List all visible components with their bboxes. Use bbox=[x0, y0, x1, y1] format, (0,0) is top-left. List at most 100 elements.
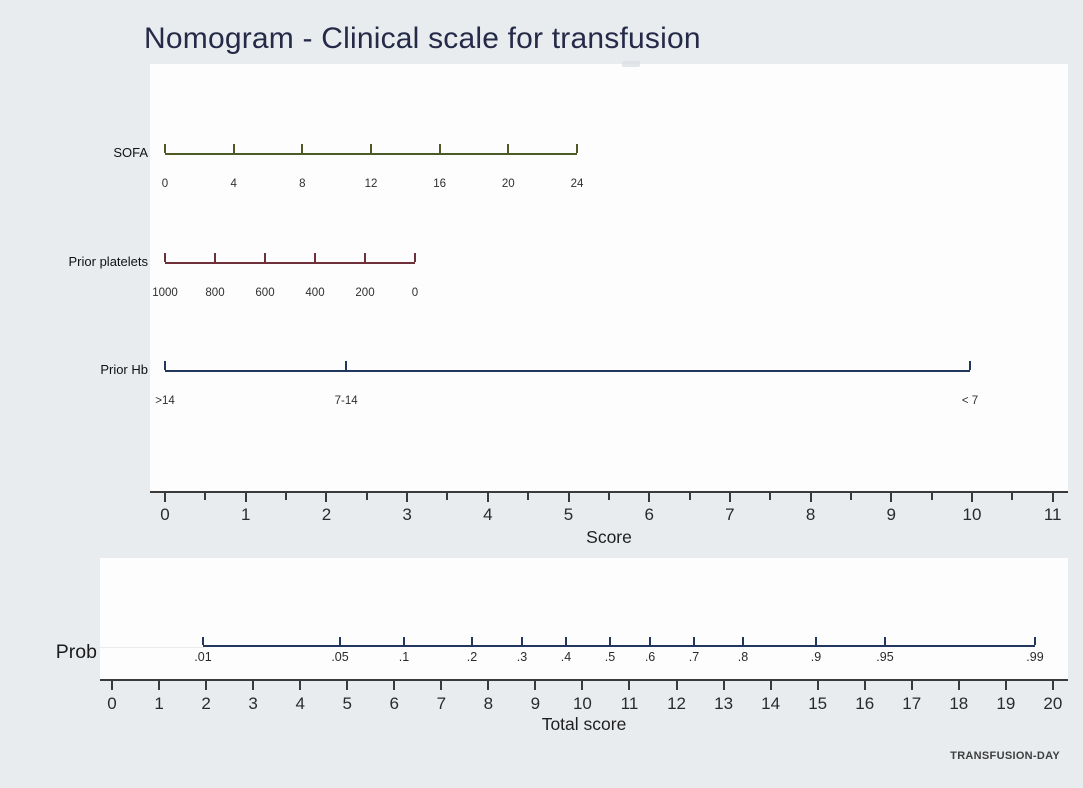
tick-mark bbox=[609, 637, 611, 645]
tick-label: .6 bbox=[644, 650, 656, 664]
tick-mark bbox=[1011, 493, 1014, 500]
tick-mark bbox=[204, 493, 207, 500]
tick-label: .99 bbox=[1026, 650, 1044, 664]
tick-mark bbox=[1004, 681, 1007, 690]
tick-label: 3 bbox=[402, 505, 412, 524]
tick-mark bbox=[883, 637, 886, 645]
tick-mark bbox=[507, 144, 510, 153]
tick-mark bbox=[214, 253, 216, 262]
tick-label: 8 bbox=[299, 178, 306, 190]
tick-label: 7-14 bbox=[334, 395, 358, 407]
tick-label: 9 bbox=[530, 694, 541, 713]
tick-mark bbox=[438, 144, 441, 153]
cropped-text-remnant bbox=[622, 61, 640, 67]
total-score-axis-title: Total score bbox=[541, 714, 627, 734]
tick-mark bbox=[252, 681, 255, 690]
tick-label: 24 bbox=[570, 178, 584, 190]
tick-mark bbox=[370, 144, 372, 153]
tick-mark bbox=[863, 681, 866, 690]
tick-label: >14 bbox=[155, 395, 175, 407]
tick-mark bbox=[393, 681, 396, 690]
probability-panel bbox=[100, 558, 1068, 681]
tick-mark bbox=[534, 681, 537, 690]
tick-mark bbox=[567, 493, 570, 502]
tick-label: 18 bbox=[949, 694, 969, 713]
tick-label: 8 bbox=[805, 505, 816, 524]
tick-mark bbox=[957, 681, 960, 690]
tick-mark bbox=[675, 681, 678, 690]
tick-label: 7 bbox=[436, 694, 447, 713]
tick-mark bbox=[769, 681, 772, 690]
tick-mark bbox=[648, 493, 651, 502]
tick-label: 12 bbox=[667, 694, 686, 713]
tick-label: 20 bbox=[501, 178, 515, 190]
tick-mark bbox=[520, 637, 523, 645]
tick-label: 800 bbox=[205, 287, 225, 299]
tick-mark bbox=[314, 253, 316, 262]
tick-label: 10 bbox=[572, 694, 592, 713]
tick-mark bbox=[244, 493, 247, 502]
tick-mark bbox=[158, 681, 161, 690]
tick-label: 0 bbox=[161, 178, 169, 190]
tick-mark bbox=[581, 681, 584, 690]
tick-label: 12 bbox=[364, 178, 378, 190]
tick-mark bbox=[728, 493, 731, 502]
tick-mark bbox=[164, 144, 166, 153]
tick-mark bbox=[325, 493, 328, 502]
tick-label: .8 bbox=[737, 650, 749, 664]
tick-mark bbox=[205, 681, 208, 690]
tick-mark bbox=[163, 493, 166, 502]
tick-label: 9 bbox=[886, 505, 897, 524]
tick-mark bbox=[403, 637, 405, 645]
tick-label: .5 bbox=[604, 650, 616, 664]
tick-label: 5 bbox=[563, 505, 574, 524]
tick-label: .01 bbox=[194, 650, 212, 664]
prob-baseline-faint bbox=[100, 647, 204, 648]
tick-mark bbox=[565, 637, 567, 645]
tick-mark bbox=[769, 493, 772, 500]
tick-mark bbox=[1034, 637, 1036, 645]
tick-label: 13 bbox=[714, 694, 734, 713]
score-axis-title: Score bbox=[586, 527, 632, 547]
tick-label: 15 bbox=[808, 694, 828, 713]
tick-label: 1000 bbox=[152, 287, 178, 299]
tick-label: 11 bbox=[620, 694, 639, 713]
tick-label: 3 bbox=[248, 694, 258, 713]
tick-label: < 7 bbox=[961, 395, 979, 407]
tick-label: 4 bbox=[295, 694, 305, 713]
tick-mark bbox=[815, 637, 818, 645]
sofa-scale-line bbox=[165, 153, 577, 155]
tick-label: 400 bbox=[305, 287, 325, 299]
tick-mark bbox=[339, 637, 342, 645]
tick-mark bbox=[299, 681, 302, 690]
tick-label: .2 bbox=[466, 650, 478, 664]
tick-label: .05 bbox=[331, 650, 349, 664]
tick-label: .1 bbox=[398, 650, 410, 664]
tick-mark bbox=[345, 361, 348, 370]
tick-label: 2 bbox=[321, 505, 332, 524]
tick-label: .95 bbox=[876, 650, 894, 664]
tick-mark bbox=[692, 637, 695, 645]
tick-mark bbox=[486, 493, 489, 502]
tick-mark bbox=[969, 361, 971, 370]
tick-mark bbox=[301, 144, 304, 153]
predictor-panel bbox=[150, 64, 1068, 493]
watermark-text: TRANSFUSION-DAY bbox=[950, 750, 1060, 762]
tick-mark bbox=[890, 493, 893, 502]
tick-mark bbox=[741, 637, 744, 645]
tick-label: 4 bbox=[230, 178, 237, 190]
tick-label: 200 bbox=[355, 287, 375, 299]
tick-mark bbox=[487, 681, 490, 690]
tick-label: 600 bbox=[255, 287, 275, 299]
tick-label: 16 bbox=[433, 178, 447, 190]
tick-label: 1 bbox=[154, 694, 164, 713]
tick-label: 0 bbox=[160, 505, 170, 524]
tick-mark bbox=[414, 253, 416, 262]
prob-scale-label: Prob bbox=[55, 641, 97, 663]
tick-label: 7 bbox=[725, 505, 735, 524]
tick-mark bbox=[1051, 681, 1054, 690]
tick-label: 1 bbox=[241, 505, 251, 524]
tick-mark bbox=[470, 637, 473, 645]
prior-hb-scale-label: Prior Hb bbox=[100, 362, 148, 377]
tick-label: 0 bbox=[411, 287, 419, 299]
